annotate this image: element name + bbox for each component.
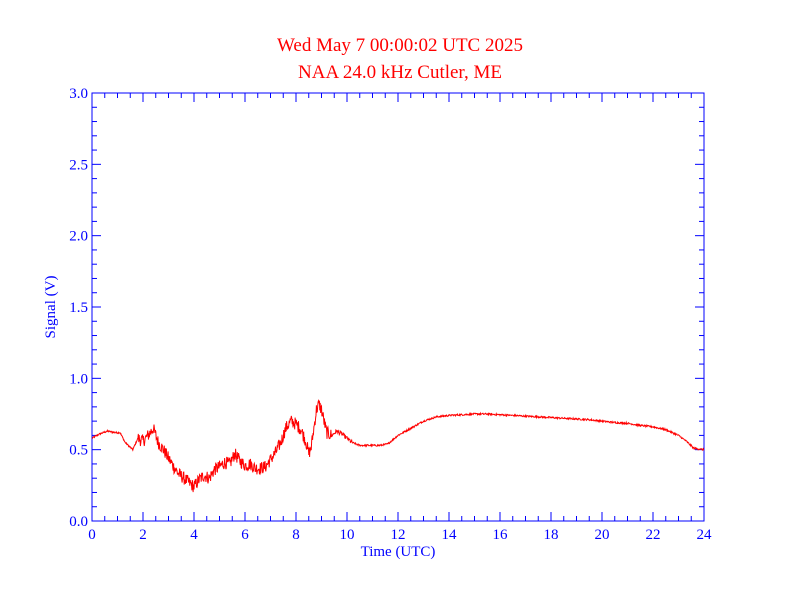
x-tick-label: 10 (340, 527, 355, 543)
y-tick-label: 1.0 (69, 371, 88, 387)
x-tick-label: 24 (697, 527, 713, 543)
x-tick-label: 16 (493, 527, 509, 543)
x-tick-label: 14 (442, 527, 458, 543)
x-tick-label: 8 (292, 527, 300, 543)
x-axis-label: Time (UTC) (361, 544, 436, 560)
y-axis-label: Signal (V) (43, 276, 59, 339)
y-tick-label: 0.0 (69, 514, 88, 530)
x-tick-label: 20 (595, 527, 610, 543)
y-tick-label: 0.5 (69, 443, 88, 459)
y-tick-labels: 0.0 0.5 1.0 1.5 2.0 2.5 3.0 (69, 86, 88, 530)
chart-title: Wed May 7 00:00:02 UTC 2025 (277, 35, 523, 56)
plot-frame (91, 92, 705, 522)
x-tick-label: 18 (544, 527, 559, 543)
y-tick-label: 1.5 (69, 300, 88, 316)
y-tick-label: 2.5 (69, 157, 88, 173)
chart-subtitle: NAA 24.0 kHz Cutler, ME (298, 62, 502, 83)
x-tick-label: 6 (241, 527, 249, 543)
x-tick-label: 0 (88, 527, 96, 543)
y-tick-label: 2.0 (69, 229, 88, 245)
y-tick-label: 3.0 (69, 86, 88, 102)
x-tick-label: 2 (139, 527, 147, 543)
tick-marks (91, 92, 705, 522)
x-tick-labels: 0 2 4 6 8 10 12 14 16 18 20 22 24 (88, 527, 712, 543)
x-tick-label: 22 (646, 527, 661, 543)
signal-series-line (91, 399, 705, 493)
x-tick-label: 12 (391, 527, 406, 543)
x-tick-label: 4 (190, 527, 198, 543)
